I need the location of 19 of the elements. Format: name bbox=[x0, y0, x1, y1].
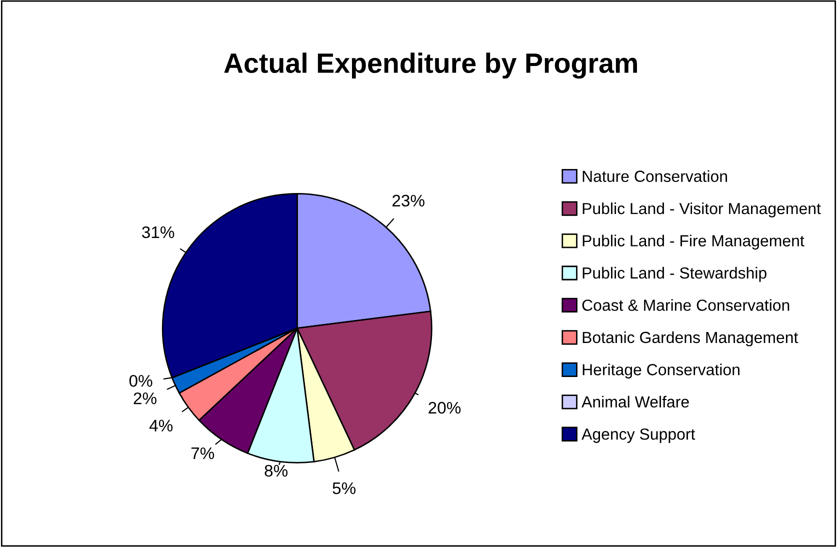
data-label: 4% bbox=[149, 420, 173, 432]
chart-title: Actual Expenditure by Program bbox=[224, 52, 637, 79]
legend-label: Public Land - Fire Management bbox=[582, 234, 804, 250]
legend-label: Nature Conservation bbox=[582, 170, 727, 182]
legend-label: Public Land - Visitor Management bbox=[582, 202, 821, 218]
data-label: 8% bbox=[264, 464, 288, 477]
text: 0% bbox=[129, 374, 152, 387]
legend-label: Coast & Marine Conservation bbox=[582, 299, 790, 311]
legend-label: Animal Welfare bbox=[582, 396, 689, 408]
legend-label: Public Land - Stewardship bbox=[582, 266, 766, 282]
data-label: 2% bbox=[134, 392, 156, 404]
data-label: 31% bbox=[142, 226, 174, 238]
legend-label: Heritage Conservation bbox=[582, 364, 740, 378]
legend-label: Botanic Gardens Management bbox=[582, 331, 798, 346]
data-label: 23% bbox=[392, 194, 424, 207]
legend-label: Agency Support bbox=[582, 428, 696, 443]
data-label: 20% bbox=[428, 402, 461, 414]
data-label: 5% bbox=[332, 482, 356, 494]
data-label: 7% bbox=[191, 447, 214, 460]
